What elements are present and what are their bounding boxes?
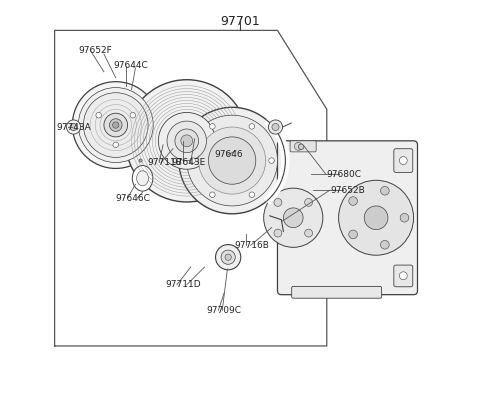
Circle shape: [158, 112, 215, 169]
Ellipse shape: [137, 171, 148, 186]
Circle shape: [210, 192, 215, 198]
Text: 97716B: 97716B: [234, 241, 269, 250]
Circle shape: [399, 157, 407, 164]
Circle shape: [221, 250, 235, 264]
Circle shape: [299, 144, 304, 150]
Circle shape: [264, 188, 323, 247]
Circle shape: [66, 120, 81, 134]
Circle shape: [225, 254, 231, 260]
Text: 97711D: 97711D: [165, 280, 201, 289]
Text: 97709C: 97709C: [206, 306, 241, 315]
Circle shape: [274, 198, 282, 206]
Circle shape: [78, 88, 153, 162]
Circle shape: [283, 208, 303, 228]
Circle shape: [381, 240, 389, 249]
Circle shape: [179, 107, 286, 214]
Circle shape: [399, 272, 407, 280]
Text: 97643E: 97643E: [171, 158, 205, 167]
Circle shape: [305, 229, 312, 237]
Circle shape: [70, 124, 77, 130]
Circle shape: [139, 159, 142, 162]
Circle shape: [190, 158, 195, 163]
Circle shape: [187, 115, 277, 206]
Circle shape: [216, 244, 241, 270]
Circle shape: [72, 82, 159, 168]
Circle shape: [274, 229, 282, 237]
FancyBboxPatch shape: [394, 265, 413, 287]
Circle shape: [126, 80, 248, 202]
Circle shape: [104, 113, 128, 137]
Circle shape: [268, 120, 283, 134]
FancyBboxPatch shape: [277, 141, 418, 295]
Circle shape: [349, 230, 358, 239]
Circle shape: [272, 124, 279, 130]
Circle shape: [210, 124, 215, 129]
Text: 97652B: 97652B: [331, 186, 365, 195]
Circle shape: [338, 180, 414, 255]
Circle shape: [269, 158, 274, 163]
Circle shape: [181, 135, 192, 147]
Circle shape: [305, 198, 312, 206]
Circle shape: [199, 127, 265, 194]
Text: 97646C: 97646C: [116, 194, 151, 202]
Circle shape: [294, 142, 302, 150]
Circle shape: [84, 93, 148, 158]
Circle shape: [381, 186, 389, 195]
Circle shape: [349, 197, 358, 205]
Circle shape: [175, 129, 199, 153]
Text: 97652F: 97652F: [78, 46, 112, 55]
FancyBboxPatch shape: [290, 141, 316, 152]
Text: 97711B: 97711B: [147, 158, 182, 167]
FancyBboxPatch shape: [292, 286, 382, 298]
Circle shape: [113, 142, 119, 148]
Circle shape: [208, 137, 256, 184]
Circle shape: [249, 124, 254, 129]
Circle shape: [364, 206, 388, 230]
Text: 97680C: 97680C: [327, 170, 362, 179]
Circle shape: [167, 121, 206, 160]
Text: 97701: 97701: [220, 15, 260, 28]
Circle shape: [96, 112, 101, 118]
Circle shape: [400, 214, 409, 222]
Text: 97743A: 97743A: [57, 122, 91, 132]
FancyBboxPatch shape: [394, 149, 413, 172]
Ellipse shape: [132, 166, 153, 191]
Circle shape: [113, 122, 119, 128]
Text: 97644C: 97644C: [114, 61, 148, 70]
Circle shape: [249, 192, 254, 198]
Circle shape: [130, 112, 135, 118]
Circle shape: [109, 119, 122, 131]
Text: 97646: 97646: [215, 150, 243, 159]
